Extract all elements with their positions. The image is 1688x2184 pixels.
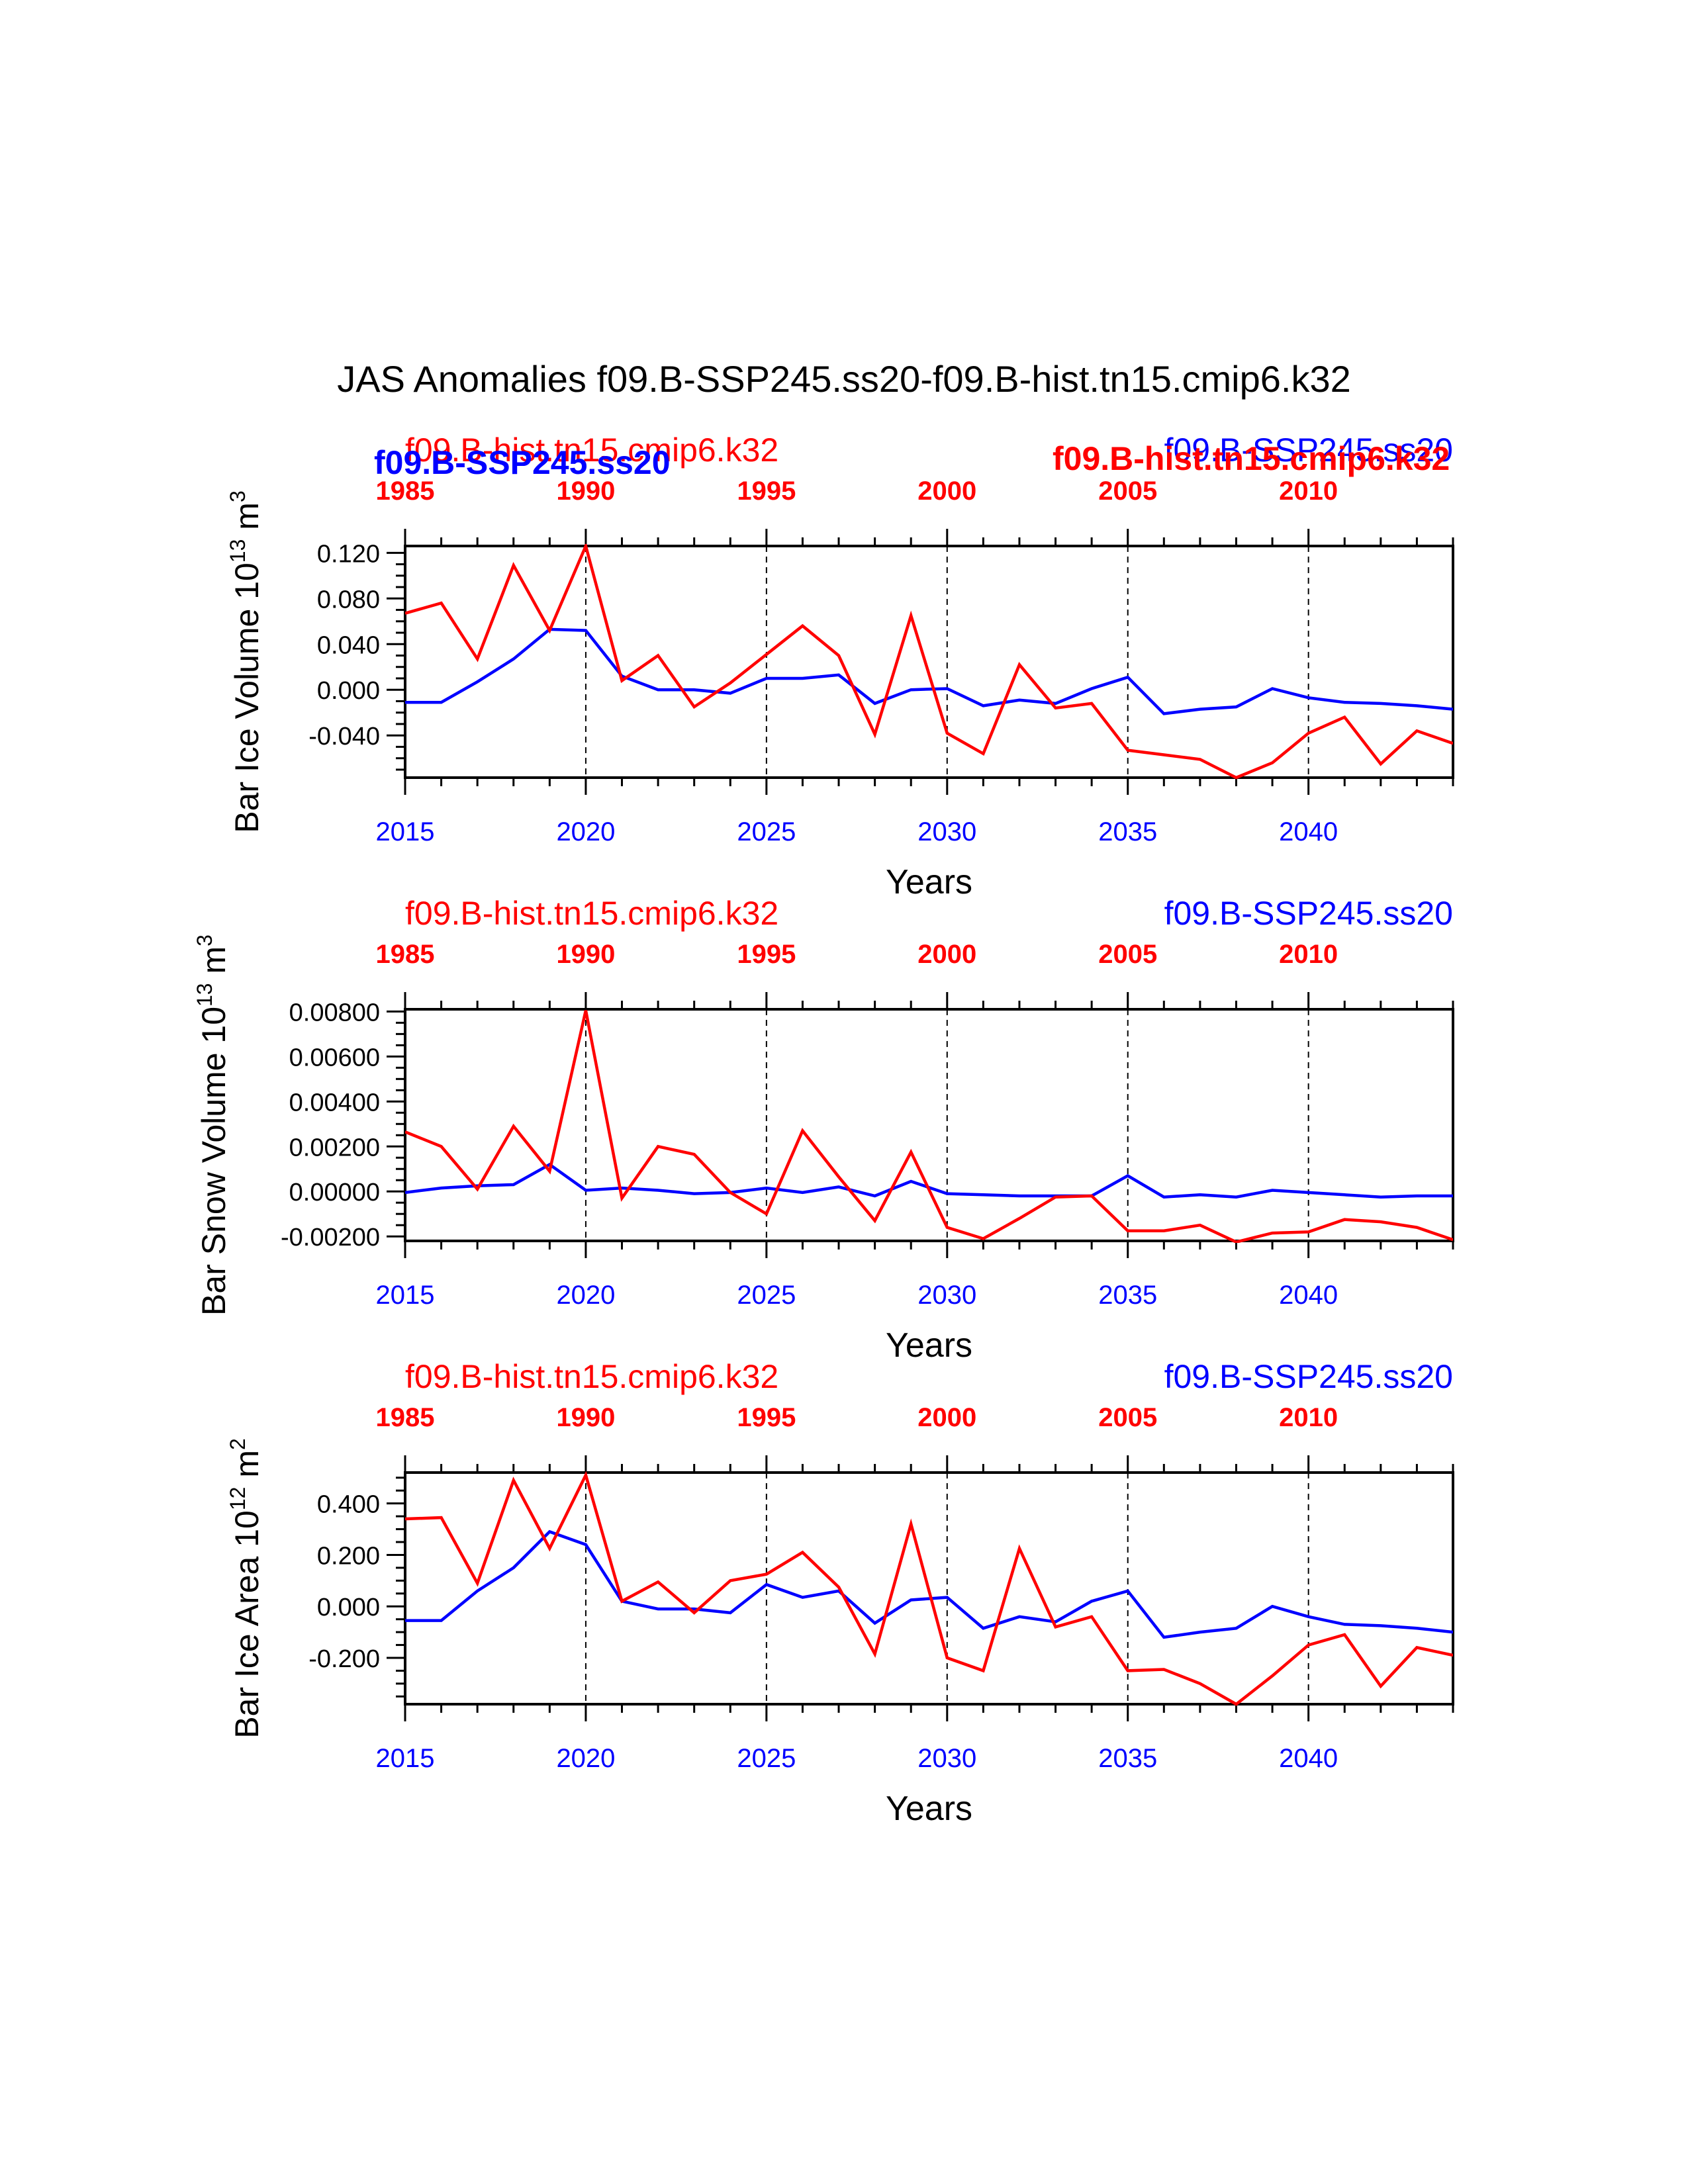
series-line-ssp245 bbox=[405, 627, 1453, 715]
y-tick-label: 0.400 bbox=[317, 1491, 380, 1519]
x-tick-label-top: 2000 bbox=[917, 940, 976, 969]
x-tick-label-bottom: 2035 bbox=[1098, 1281, 1157, 1310]
x-tick-label-bottom: 2020 bbox=[556, 1281, 615, 1310]
series-label-hist: f09.B-hist.tn15.cmip6.k32 bbox=[405, 432, 778, 469]
y-axis-label: Bar Ice Volume 1013 m3 bbox=[226, 490, 265, 833]
x-tick-label-top: 2010 bbox=[1279, 477, 1338, 506]
x-tick-label-top: 2005 bbox=[1098, 940, 1157, 969]
x-tick-label-top: 1985 bbox=[376, 940, 435, 969]
y-tick-label: 0.00000 bbox=[289, 1179, 380, 1206]
x-tick-label-bottom: 2025 bbox=[737, 1744, 796, 1773]
x-tick-label-top: 2000 bbox=[917, 1403, 976, 1432]
x-axis-title: Years bbox=[886, 863, 972, 901]
x-tick-label-top: 1990 bbox=[556, 477, 615, 506]
y-tick-label: -0.00200 bbox=[281, 1224, 380, 1251]
x-tick-label-top: 2010 bbox=[1279, 1403, 1338, 1432]
x-tick-label-top: 1990 bbox=[556, 1403, 615, 1432]
y-tick-label: 0.00600 bbox=[289, 1044, 380, 1071]
hist-bold-label-overlay: f09.B-hist.tn15.cmip6.k32 bbox=[1053, 440, 1450, 477]
x-tick-label-top: 2000 bbox=[917, 477, 976, 506]
x-tick-label-top: 1985 bbox=[376, 477, 435, 506]
y-tick-label: -0.200 bbox=[308, 1645, 380, 1673]
x-tick-label-bottom: 2035 bbox=[1098, 817, 1157, 846]
x-tick-label-bottom: 2025 bbox=[737, 1281, 796, 1310]
x-tick-label-bottom: 2040 bbox=[1279, 817, 1338, 846]
ssp-bold-label-overlay: f09.B-SSP245.ss20 bbox=[374, 444, 671, 481]
series-line-hist bbox=[405, 1010, 1453, 1243]
y-axis-label: Bar Snow Volume 1013 m3 bbox=[193, 934, 232, 1316]
x-tick-label-top: 1985 bbox=[376, 1403, 435, 1432]
x-tick-label-bottom: 2040 bbox=[1279, 1744, 1338, 1773]
figure-title: JAS Anomalies f09.B-SSP245.ss20-f09.B-hi… bbox=[337, 358, 1351, 400]
y-axis-label: Bar Ice Area 1012 m2 bbox=[226, 1438, 265, 1739]
x-tick-label-bottom: 2015 bbox=[376, 1744, 435, 1773]
series-label-ssp: f09.B-SSP245.ss20 bbox=[1164, 432, 1453, 469]
x-tick-label-top: 2005 bbox=[1098, 1403, 1157, 1432]
x-tick-label-bottom: 2040 bbox=[1279, 1281, 1338, 1310]
x-tick-label-bottom: 2015 bbox=[376, 1281, 435, 1310]
x-tick-label-bottom: 2035 bbox=[1098, 1744, 1157, 1773]
x-axis-title: Years bbox=[886, 1326, 972, 1365]
x-tick-label-bottom: 2025 bbox=[737, 817, 796, 846]
x-tick-label-top: 2005 bbox=[1098, 477, 1157, 506]
y-tick-label: 0.00800 bbox=[289, 999, 380, 1026]
x-tick-label-top: 1995 bbox=[737, 940, 796, 969]
chart-panel-2: 2015 2020 2025 2030 2035 2040 1985 1990 1995 2000… bbox=[193, 895, 1454, 1365]
series-label-hist: f09.B-hist.tn15.cmip6.k32 bbox=[405, 895, 778, 932]
y-tick-label: 0.200 bbox=[317, 1542, 380, 1570]
x-tick-label-top: 1990 bbox=[556, 940, 615, 969]
series-label-ssp: f09.B-SSP245.ss20 bbox=[1164, 895, 1453, 932]
x-tick-label-top: 2010 bbox=[1279, 940, 1338, 969]
series-label-ssp: f09.B-SSP245.ss20 bbox=[1164, 1358, 1453, 1395]
y-tick-label: -0.040 bbox=[308, 723, 380, 751]
y-tick-label: 0.00200 bbox=[289, 1134, 380, 1161]
y-tick-label: 0.120 bbox=[317, 540, 380, 568]
plot-frame bbox=[404, 545, 1454, 779]
chart-panel-3: 2015 2020 2025 2030 2035 2040 1985 1990 1995 2000… bbox=[226, 1358, 1454, 1828]
series-line-hist bbox=[405, 544, 1453, 780]
x-tick-label-bottom: 2030 bbox=[917, 817, 976, 846]
y-tick-label: 0.000 bbox=[317, 677, 380, 705]
x-tick-label-bottom: 2030 bbox=[917, 1744, 976, 1773]
plot-frame bbox=[404, 1471, 1454, 1706]
x-axis-title: Years bbox=[886, 1790, 972, 1828]
y-tick-label: 0.00400 bbox=[289, 1089, 380, 1116]
chart-panel-1: 2015 2020 2025 2030 2035 2040 1985 1990 1995 2000… bbox=[226, 432, 1454, 901]
series-line-ssp245 bbox=[405, 1529, 1453, 1639]
y-tick-label: 0.040 bbox=[317, 631, 380, 659]
plot-frame bbox=[404, 1008, 1454, 1242]
x-tick-label-top: 1995 bbox=[737, 1403, 796, 1432]
x-tick-label-top: 1995 bbox=[737, 477, 796, 506]
y-tick-label: 0.080 bbox=[317, 586, 380, 614]
x-tick-label-bottom: 2030 bbox=[917, 1281, 976, 1310]
x-tick-label-bottom: 2020 bbox=[556, 1744, 615, 1773]
y-tick-label: 0.000 bbox=[317, 1594, 380, 1621]
x-tick-label-bottom: 2020 bbox=[556, 817, 615, 846]
series-label-hist: f09.B-hist.tn15.cmip6.k32 bbox=[405, 1358, 778, 1395]
x-tick-label-bottom: 2015 bbox=[376, 817, 435, 846]
series-line-hist bbox=[405, 1471, 1453, 1706]
